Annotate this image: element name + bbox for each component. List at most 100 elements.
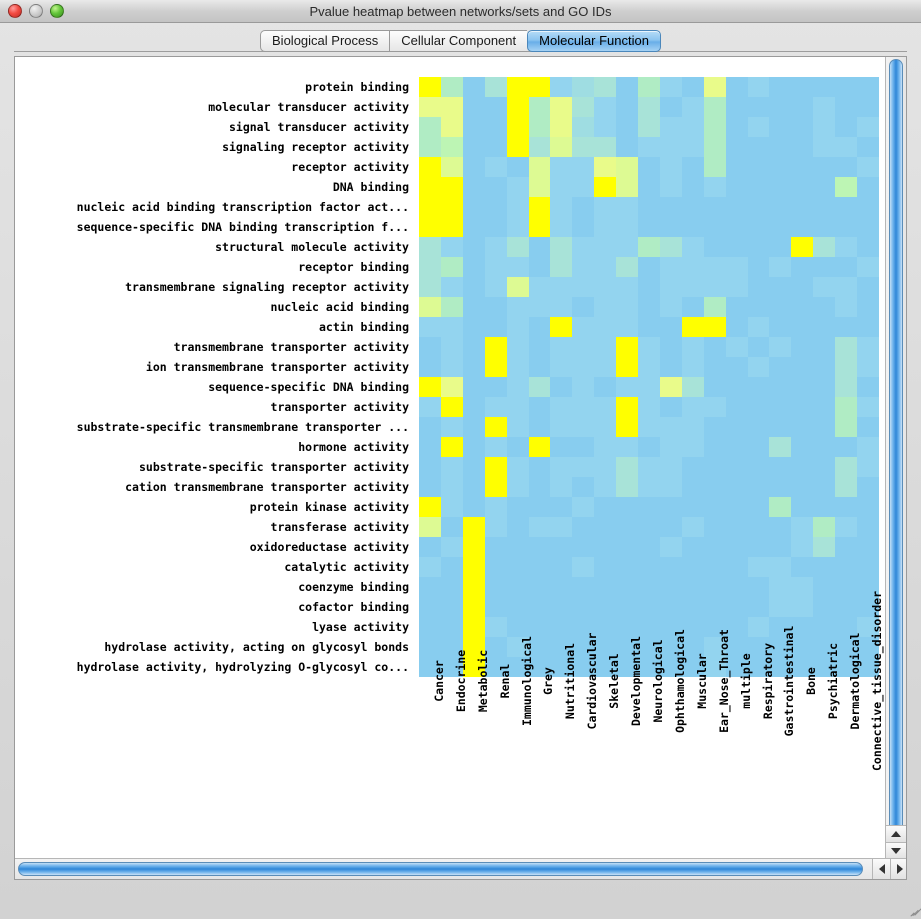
heatmap-cell[interactable] bbox=[462, 457, 485, 477]
heatmap-cell[interactable] bbox=[419, 657, 441, 677]
heatmap-cell[interactable] bbox=[484, 377, 507, 397]
heatmap-cell[interactable] bbox=[725, 637, 748, 657]
heatmap-cell[interactable] bbox=[419, 457, 441, 477]
heatmap-cell[interactable] bbox=[681, 197, 704, 217]
heatmap-cell[interactable] bbox=[725, 657, 748, 677]
heatmap-cell[interactable] bbox=[703, 277, 726, 297]
heatmap-cell[interactable] bbox=[506, 577, 529, 597]
tab-cellular-component[interactable]: Cellular Component bbox=[389, 30, 528, 52]
heatmap-cell[interactable] bbox=[572, 617, 595, 637]
heatmap-cell[interactable] bbox=[638, 357, 660, 377]
heatmap-cell[interactable] bbox=[835, 537, 858, 557]
heatmap-cell[interactable] bbox=[440, 177, 463, 197]
heatmap-cell[interactable] bbox=[813, 477, 836, 497]
heatmap-cell[interactable] bbox=[616, 137, 639, 157]
heatmap-cell[interactable] bbox=[857, 417, 879, 437]
heatmap-cell[interactable] bbox=[791, 637, 814, 657]
heatmap-cell[interactable] bbox=[835, 417, 858, 437]
heatmap-cell[interactable] bbox=[681, 177, 704, 197]
heatmap-cell[interactable] bbox=[769, 357, 792, 377]
heatmap-cell[interactable] bbox=[419, 437, 441, 457]
heatmap-cell[interactable] bbox=[659, 157, 682, 177]
heatmap-cell[interactable] bbox=[462, 117, 485, 137]
heatmap-cell[interactable] bbox=[550, 657, 573, 677]
heatmap-cell[interactable] bbox=[725, 277, 748, 297]
heatmap-cell[interactable] bbox=[419, 97, 441, 117]
heatmap-cell[interactable] bbox=[857, 557, 879, 577]
heatmap-cell[interactable] bbox=[419, 597, 441, 617]
heatmap-cell[interactable] bbox=[550, 597, 573, 617]
heatmap-cell[interactable] bbox=[747, 137, 770, 157]
heatmap-cell[interactable] bbox=[747, 637, 770, 657]
heatmap-cell[interactable] bbox=[769, 497, 792, 517]
heatmap-cell[interactable] bbox=[813, 217, 836, 237]
heatmap-cell[interactable] bbox=[484, 77, 507, 97]
heatmap-cell[interactable] bbox=[857, 257, 879, 277]
heatmap-cell[interactable] bbox=[659, 657, 682, 677]
heatmap-cell[interactable] bbox=[769, 637, 792, 657]
heatmap-cell[interactable] bbox=[747, 417, 770, 437]
heatmap-cell[interactable] bbox=[813, 317, 836, 337]
heatmap-cell[interactable] bbox=[484, 597, 507, 617]
heatmap-cell[interactable] bbox=[725, 557, 748, 577]
heatmap-cell[interactable] bbox=[550, 277, 573, 297]
heatmap-cell[interactable] bbox=[813, 157, 836, 177]
heatmap-cell[interactable] bbox=[440, 237, 463, 257]
heatmap-cell[interactable] bbox=[528, 577, 551, 597]
heatmap-cell[interactable] bbox=[791, 397, 814, 417]
heatmap-cell[interactable] bbox=[506, 637, 529, 657]
heatmap-cell[interactable] bbox=[528, 477, 551, 497]
heatmap-cell[interactable] bbox=[616, 157, 639, 177]
heatmap-cell[interactable] bbox=[462, 277, 485, 297]
heatmap-cell[interactable] bbox=[616, 617, 639, 637]
horizontal-scrollbar-thumb[interactable] bbox=[18, 862, 863, 876]
heatmap-cell[interactable] bbox=[594, 177, 617, 197]
heatmap-cell[interactable] bbox=[528, 637, 551, 657]
heatmap-cell[interactable] bbox=[550, 77, 573, 97]
heatmap-cell[interactable] bbox=[616, 597, 639, 617]
heatmap-cell[interactable] bbox=[506, 177, 529, 197]
heatmap-cell[interactable] bbox=[572, 237, 595, 257]
heatmap-cell[interactable] bbox=[813, 97, 836, 117]
heatmap-cell[interactable] bbox=[528, 237, 551, 257]
heatmap-cell[interactable] bbox=[659, 137, 682, 157]
heatmap-cell[interactable] bbox=[791, 237, 814, 257]
heatmap-cell[interactable] bbox=[813, 497, 836, 517]
heatmap-cell[interactable] bbox=[769, 437, 792, 457]
heatmap-cell[interactable] bbox=[747, 537, 770, 557]
heatmap-cell[interactable] bbox=[835, 177, 858, 197]
heatmap-cell[interactable] bbox=[791, 297, 814, 317]
heatmap-cell[interactable] bbox=[813, 177, 836, 197]
heatmap-cell[interactable] bbox=[769, 277, 792, 297]
heatmap-cell[interactable] bbox=[791, 137, 814, 157]
heatmap-cell[interactable] bbox=[725, 397, 748, 417]
heatmap-cell[interactable] bbox=[572, 97, 595, 117]
heatmap-cell[interactable] bbox=[681, 317, 704, 337]
heatmap-cell[interactable] bbox=[725, 517, 748, 537]
heatmap-cell[interactable] bbox=[747, 657, 770, 677]
heatmap-cell[interactable] bbox=[419, 317, 441, 337]
heatmap-cell[interactable] bbox=[835, 497, 858, 517]
heatmap-cell[interactable] bbox=[638, 177, 660, 197]
heatmap-cell[interactable] bbox=[703, 177, 726, 197]
heatmap-cell[interactable] bbox=[594, 157, 617, 177]
heatmap-cell[interactable] bbox=[857, 497, 879, 517]
heatmap-cell[interactable] bbox=[572, 357, 595, 377]
heatmap-cell[interactable] bbox=[725, 237, 748, 257]
heatmap-cell[interactable] bbox=[616, 437, 639, 457]
heatmap-cell[interactable] bbox=[572, 537, 595, 557]
heatmap-cell[interactable] bbox=[681, 137, 704, 157]
heatmap-cell[interactable] bbox=[835, 657, 858, 677]
heatmap-cell[interactable] bbox=[506, 197, 529, 217]
heatmap-cell[interactable] bbox=[572, 197, 595, 217]
heatmap-cell[interactable] bbox=[440, 197, 463, 217]
heatmap-cell[interactable] bbox=[659, 457, 682, 477]
heatmap-cell[interactable] bbox=[528, 537, 551, 557]
heatmap-cell[interactable] bbox=[747, 517, 770, 537]
heatmap-cell[interactable] bbox=[419, 637, 441, 657]
heatmap-cell[interactable] bbox=[594, 337, 617, 357]
heatmap-cell[interactable] bbox=[638, 217, 660, 237]
heatmap-cell[interactable] bbox=[813, 597, 836, 617]
heatmap-cell[interactable] bbox=[769, 77, 792, 97]
heatmap-cell[interactable] bbox=[572, 657, 595, 677]
